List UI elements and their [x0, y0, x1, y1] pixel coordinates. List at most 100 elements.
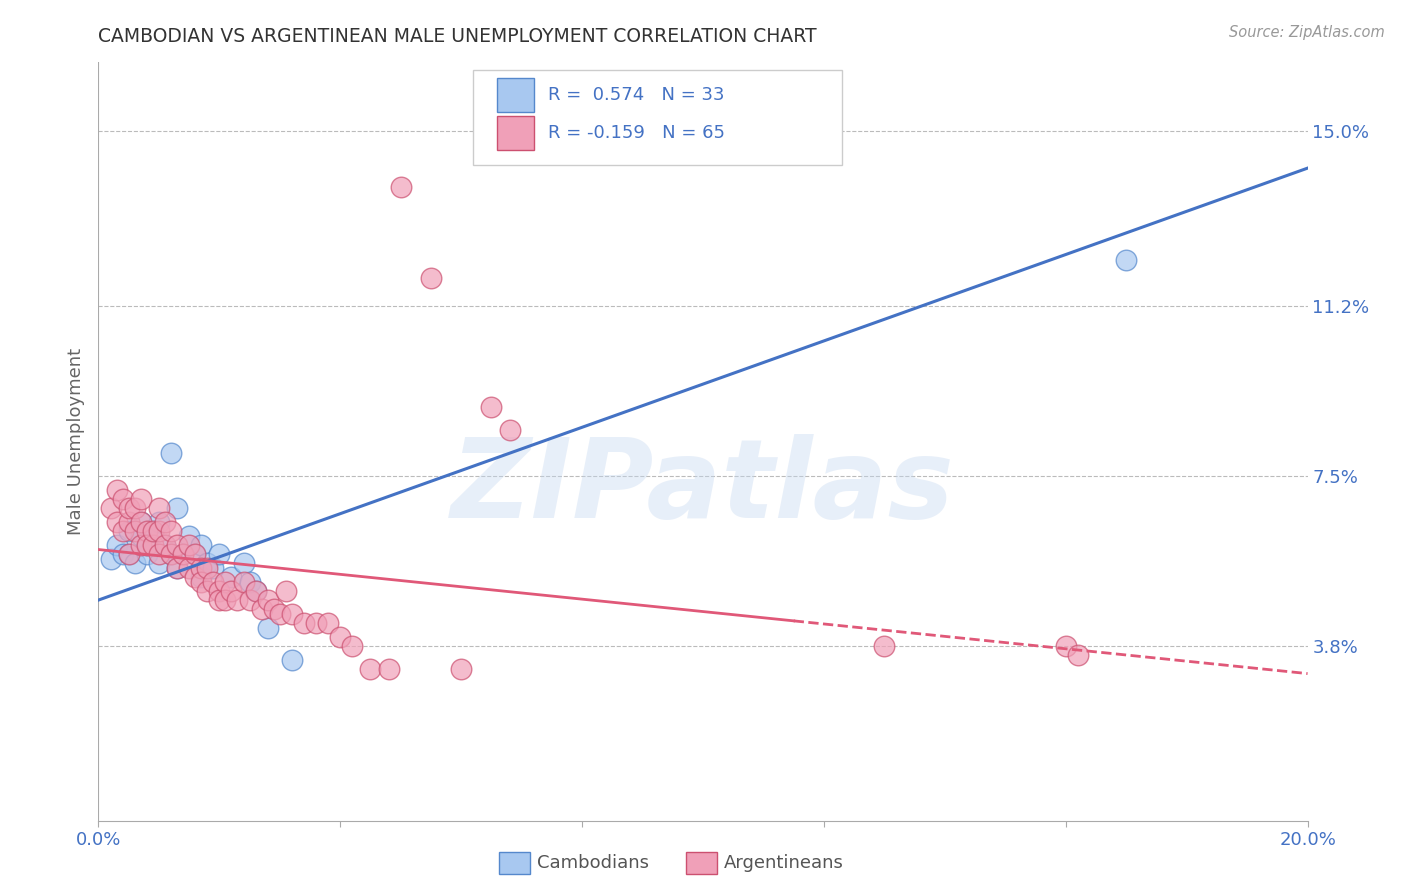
Text: ZIPatlas: ZIPatlas	[451, 434, 955, 541]
Point	[202, 574, 225, 589]
Point	[118, 547, 141, 561]
Point	[481, 400, 503, 414]
Point	[420, 271, 443, 285]
Point	[232, 557, 254, 571]
Point	[239, 593, 262, 607]
Point	[118, 547, 141, 561]
Point	[208, 593, 231, 607]
Text: R = -0.159   N = 65: R = -0.159 N = 65	[548, 124, 725, 142]
Point	[239, 574, 262, 589]
Point	[148, 557, 170, 571]
Point	[105, 538, 128, 552]
Point	[124, 501, 146, 516]
Point	[873, 639, 896, 653]
Point	[281, 653, 304, 667]
Point	[160, 446, 183, 460]
Point	[129, 538, 152, 552]
Point	[179, 561, 201, 575]
Point	[214, 574, 236, 589]
Point	[118, 501, 141, 516]
Point	[129, 529, 152, 543]
Point	[281, 607, 304, 621]
Point	[1067, 648, 1090, 663]
Point	[208, 547, 231, 561]
Point	[148, 515, 170, 529]
Point	[450, 662, 472, 676]
Y-axis label: Male Unemployment: Male Unemployment	[66, 348, 84, 535]
Point	[153, 515, 176, 529]
Point	[153, 538, 176, 552]
Point	[160, 547, 183, 561]
Point	[377, 662, 399, 676]
Point	[124, 557, 146, 571]
Point	[124, 524, 146, 538]
Point	[245, 583, 267, 598]
Point	[263, 602, 285, 616]
Point	[226, 593, 249, 607]
Point	[195, 557, 218, 571]
Point	[316, 615, 339, 630]
Point	[305, 615, 328, 630]
Point	[135, 547, 157, 561]
Point	[172, 547, 194, 561]
Point	[166, 561, 188, 575]
Point	[160, 547, 183, 561]
Point	[166, 561, 188, 575]
Point	[195, 583, 218, 598]
Point	[256, 621, 278, 635]
Point	[135, 538, 157, 552]
Text: R =  0.574   N = 33: R = 0.574 N = 33	[548, 86, 724, 104]
Point	[111, 524, 134, 538]
Point	[129, 491, 152, 506]
Point	[195, 561, 218, 575]
Point	[245, 583, 267, 598]
FancyBboxPatch shape	[474, 70, 842, 165]
Point	[221, 583, 243, 598]
Point	[148, 547, 170, 561]
Point	[184, 547, 207, 561]
Point	[100, 501, 122, 516]
Point	[232, 574, 254, 589]
Point	[129, 515, 152, 529]
Point	[274, 583, 297, 598]
Point	[202, 561, 225, 575]
Point	[256, 593, 278, 607]
Point	[111, 547, 134, 561]
Point	[142, 524, 165, 538]
Point	[105, 515, 128, 529]
Point	[190, 538, 212, 552]
Point	[184, 570, 207, 584]
Point	[148, 501, 170, 516]
Point	[179, 529, 201, 543]
FancyBboxPatch shape	[498, 116, 534, 150]
Point	[179, 538, 201, 552]
Point	[111, 491, 134, 506]
Point	[166, 538, 188, 552]
Point	[118, 524, 141, 538]
Text: Source: ZipAtlas.com: Source: ZipAtlas.com	[1229, 25, 1385, 40]
Point	[166, 501, 188, 516]
Point	[498, 423, 520, 437]
Point	[105, 483, 128, 497]
Point	[208, 583, 231, 598]
Point	[190, 574, 212, 589]
Point	[342, 639, 364, 653]
Point	[153, 538, 176, 552]
Text: CAMBODIAN VS ARGENTINEAN MALE UNEMPLOYMENT CORRELATION CHART: CAMBODIAN VS ARGENTINEAN MALE UNEMPLOYME…	[98, 27, 817, 45]
Point	[142, 538, 165, 552]
Point	[100, 551, 122, 566]
Point	[221, 570, 243, 584]
Point	[1115, 253, 1137, 268]
Point	[214, 593, 236, 607]
Point	[360, 662, 382, 676]
Point	[172, 547, 194, 561]
Point	[142, 524, 165, 538]
Point	[190, 561, 212, 575]
Point	[184, 547, 207, 561]
Point	[269, 607, 291, 621]
FancyBboxPatch shape	[498, 78, 534, 112]
Point	[190, 570, 212, 584]
Point	[292, 615, 315, 630]
Point	[329, 630, 352, 644]
Point	[250, 602, 273, 616]
